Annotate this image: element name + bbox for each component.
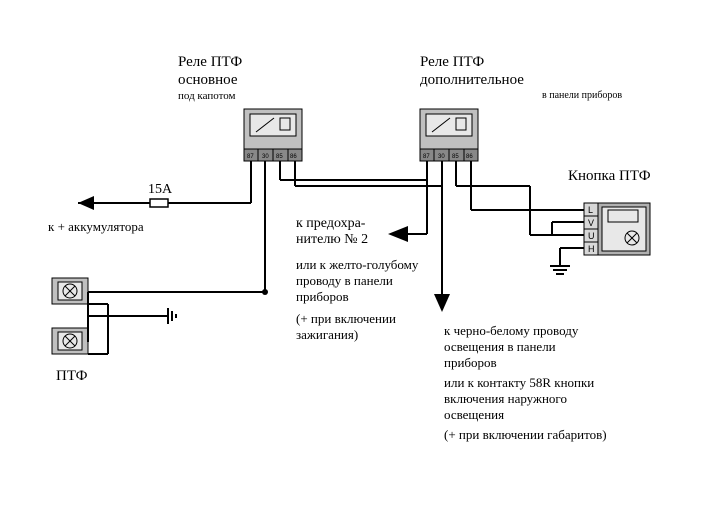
button-title: Кнопка ПТФ: [568, 168, 651, 185]
note1-l4: проводу в панели: [296, 274, 393, 288]
note1-l1: к предохра-: [296, 216, 365, 231]
relay-aux-title: Реле ПТФ: [420, 54, 484, 71]
note1-l6: (+ при включении: [296, 312, 396, 326]
svg-text:85: 85: [276, 154, 283, 160]
svg-text:V: V: [588, 218, 594, 228]
relay-aux-subtitle: дополнительное: [420, 72, 524, 89]
svg-text:U: U: [588, 231, 595, 241]
fuse-15a: [150, 199, 168, 207]
note1-l2: нителю № 2: [296, 232, 368, 247]
svg-text:30: 30: [262, 154, 269, 160]
svg-text:86: 86: [290, 154, 297, 160]
fog-lamp-2: [52, 328, 88, 354]
note2-l2: освещения в панели: [444, 340, 556, 354]
svg-text:87: 87: [247, 154, 254, 160]
relay-main-note: под капотом: [178, 90, 236, 102]
relay-aux-note: в панели приборов: [542, 90, 622, 101]
note2-l6: освещения: [444, 408, 504, 422]
wiring-diagram: 87 30 85 86 87 30 85 86 L V U H: [0, 0, 719, 510]
note1-l3: или к желто-голубому: [296, 258, 418, 272]
svg-text:30: 30: [438, 154, 445, 160]
svg-text:H: H: [588, 244, 595, 254]
note2-l5: включения наружного: [444, 392, 567, 406]
svg-text:L: L: [588, 205, 593, 215]
svg-text:87: 87: [423, 154, 430, 160]
relay-main-subtitle: основное: [178, 72, 238, 89]
note1-l5: приборов: [296, 290, 349, 304]
svg-text:85: 85: [452, 154, 459, 160]
fog-lamp-1: [52, 278, 88, 304]
fuse-label: 15A: [148, 182, 172, 197]
note2-l4: или к контакту 58R кнопки: [444, 376, 594, 390]
relay-main-title: Реле ПТФ: [178, 54, 242, 71]
note2-l7: (+ при включении габаритов): [444, 428, 607, 442]
note1-l7: зажигания): [296, 328, 358, 342]
note2-l3: приборов: [444, 356, 497, 370]
ptf-label: ПТФ: [56, 368, 88, 385]
battery-label: к + аккумулятора: [48, 220, 144, 234]
svg-text:86: 86: [466, 154, 473, 160]
note2-l1: к черно-белому проводу: [444, 324, 578, 338]
